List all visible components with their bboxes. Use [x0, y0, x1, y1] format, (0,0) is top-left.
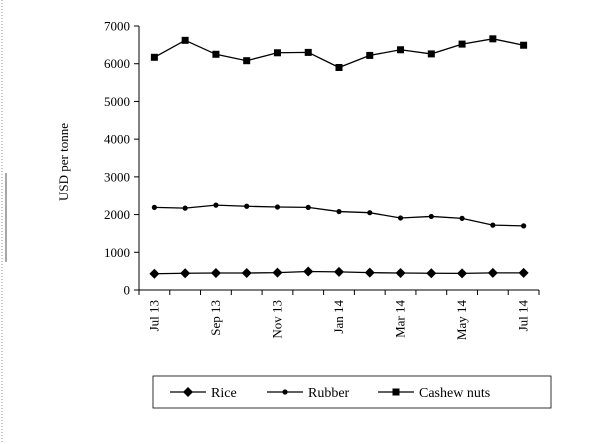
legend-label: Rubber — [308, 386, 350, 401]
point-rubber — [428, 213, 434, 220]
point-rice — [180, 268, 191, 279]
point-rice — [457, 268, 468, 279]
point-rice — [303, 266, 314, 277]
series-line-rubber — [154, 204, 524, 227]
point-rubber — [151, 204, 157, 211]
series-cashew-nuts — [150, 35, 528, 71]
point-cashew-nuts — [427, 50, 435, 58]
x-tick-label: Jul 13 — [146, 300, 161, 331]
y-tick-label: 2000 — [104, 207, 130, 222]
y-tick-label: 5000 — [104, 94, 130, 109]
x-tick-label: Mar 14 — [393, 300, 408, 338]
legend-item-cashew-nuts: Cashew nuts — [378, 386, 490, 401]
point-rice — [210, 268, 221, 279]
point-rubber — [521, 223, 527, 229]
point-rice — [149, 268, 160, 279]
y-tick-label: 6000 — [104, 56, 130, 71]
point-rubber — [182, 205, 188, 211]
axes-layer: 0 1000 2000 3000 4000 5000 6000 7000 Jul 13 Sep 1… — [104, 19, 540, 341]
point-rubber — [213, 202, 219, 208]
point-rubber — [274, 204, 281, 210]
point-rice — [364, 267, 375, 278]
point-cashew-nuts — [520, 41, 528, 49]
y-tick-label: 1000 — [104, 245, 130, 260]
point-rubber — [459, 215, 465, 221]
legend-label: Rice — [211, 386, 237, 401]
x-tick-label: May 14 — [454, 300, 469, 341]
x-tick-label: Jul 14 — [516, 300, 531, 332]
legend-item-rice: Rice — [170, 386, 237, 401]
legend-box — [152, 375, 552, 409]
legend-marker — [183, 387, 193, 397]
y-tick-label: 4000 — [104, 132, 130, 147]
y-tick-label: 3000 — [104, 169, 130, 184]
point-cashew-nuts — [150, 53, 158, 61]
point-rubber — [244, 203, 250, 209]
point-cashew-nuts — [273, 49, 281, 57]
point-cashew-nuts — [458, 40, 466, 48]
legend: Rice Rubber Cashew nuts — [152, 375, 552, 409]
point-rice — [426, 268, 437, 279]
point-rice — [241, 268, 252, 279]
x-tick-label: Nov 13 — [269, 300, 284, 339]
point-cashew-nuts — [489, 35, 497, 43]
point-cashew-nuts — [366, 51, 374, 59]
point-cashew-nuts — [335, 63, 343, 71]
point-cashew-nuts — [181, 36, 189, 44]
point-rubber — [367, 210, 373, 216]
point-rice — [272, 267, 283, 278]
point-rubber — [305, 204, 311, 211]
point-rice — [518, 267, 529, 278]
x-tick-label: Sep 13 — [208, 300, 223, 336]
point-rubber — [336, 208, 342, 215]
point-rice — [395, 268, 406, 279]
y-tick-label: 0 — [124, 283, 131, 298]
point-rubber — [490, 222, 496, 228]
point-cashew-nuts — [304, 48, 312, 56]
y-axis-title: USD per tonne — [56, 123, 71, 201]
legend-marker — [282, 389, 288, 395]
y-tick-label: 7000 — [104, 19, 130, 34]
point-rice — [334, 266, 344, 277]
point-cashew-nuts — [212, 50, 220, 58]
series-rice — [149, 266, 529, 279]
point-rubber — [397, 215, 404, 221]
point-rice — [487, 267, 498, 278]
series-layer — [149, 35, 529, 279]
legend-item-rubber: Rubber — [267, 386, 350, 401]
point-cashew-nuts — [243, 57, 251, 65]
series-rubber — [151, 202, 527, 229]
series-line-cashew-nuts — [154, 38, 524, 69]
x-tick-label: Jan 14 — [331, 300, 346, 334]
legend-marker — [392, 388, 400, 396]
point-cashew-nuts — [397, 46, 405, 54]
legend-label: Cashew nuts — [419, 386, 490, 401]
